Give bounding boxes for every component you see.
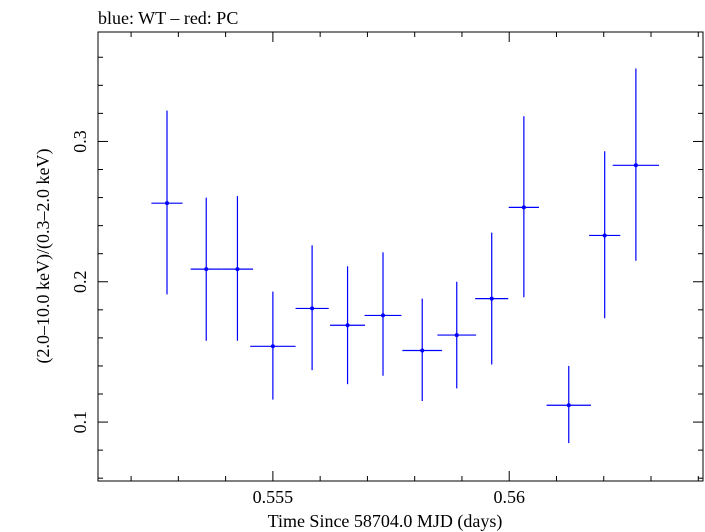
point-marker — [310, 306, 315, 311]
plot-frame — [97, 31, 704, 482]
data-point — [612, 68, 660, 261]
x-axis-label: Time Since 58704.0 MJD (days) — [268, 511, 503, 532]
x-tick-label: 0.56 — [493, 487, 525, 507]
data-point — [364, 252, 402, 376]
axis-ticks — [98, 32, 703, 481]
point-marker — [270, 344, 275, 349]
y-tick-label: 0.2 — [70, 271, 90, 294]
y-tick-label: 0.3 — [70, 130, 90, 153]
point-marker — [633, 163, 638, 168]
data-point — [589, 151, 621, 319]
data-point — [402, 298, 443, 402]
data-point — [151, 110, 183, 295]
point-marker — [489, 296, 494, 301]
data-point — [508, 116, 539, 298]
point-marker — [345, 323, 350, 328]
y-axis-label: (2.0–10.0 keV)/(0.3–2.0 keV) — [33, 149, 54, 364]
y-tick-label: 0.1 — [70, 411, 90, 434]
point-marker — [204, 267, 209, 272]
point-marker — [381, 313, 386, 318]
data-point — [250, 291, 296, 400]
chart-title: blue: WT – red: PC — [98, 8, 238, 28]
point-marker — [420, 348, 425, 353]
data-point — [437, 281, 477, 389]
point-marker — [602, 233, 607, 238]
data-point — [546, 365, 591, 444]
point-marker — [165, 201, 170, 206]
data-point — [221, 196, 254, 341]
point-marker — [566, 403, 571, 408]
axis-tick-labels: 0.555 0.56 0.1 0.2 0.3 — [70, 130, 525, 507]
data-point — [295, 245, 329, 371]
point-marker — [454, 333, 459, 338]
data-points — [151, 68, 660, 444]
data-point — [330, 266, 366, 385]
data-point — [190, 197, 222, 341]
data-point — [475, 232, 509, 365]
point-marker — [521, 205, 526, 210]
point-marker — [235, 267, 240, 272]
x-tick-label: 0.555 — [253, 487, 294, 507]
